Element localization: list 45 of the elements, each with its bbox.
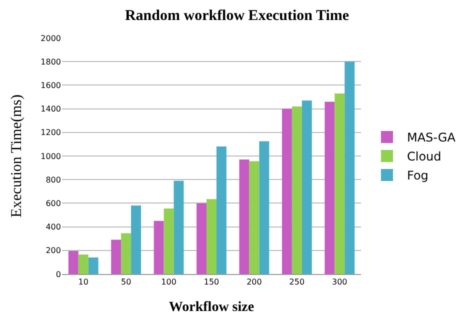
y-tick-label: 1000 bbox=[40, 152, 61, 161]
x-axis-title: Workflow size bbox=[168, 300, 254, 315]
bar bbox=[302, 100, 312, 274]
x-tick-label: 50 bbox=[120, 278, 132, 287]
y-tick-label: 400 bbox=[46, 222, 61, 232]
bar bbox=[282, 108, 292, 274]
legend-label: Cloud bbox=[406, 150, 442, 164]
y-tick-label: 0 bbox=[56, 270, 61, 279]
bar bbox=[216, 146, 226, 274]
bar bbox=[206, 199, 216, 274]
bar bbox=[88, 257, 98, 274]
bar bbox=[292, 106, 302, 274]
x-tick-label: 150 bbox=[204, 278, 220, 287]
y-tick-label: 800 bbox=[46, 175, 61, 184]
bar bbox=[334, 93, 345, 274]
bar bbox=[259, 141, 270, 274]
x-tick-label: 250 bbox=[289, 278, 305, 287]
bar bbox=[131, 206, 142, 274]
y-tick-label: 1200 bbox=[40, 128, 61, 138]
bar bbox=[111, 240, 122, 274]
bar bbox=[78, 254, 88, 274]
y-tick-label: 200 bbox=[46, 246, 61, 256]
chart-title: Random workflow Execution Time bbox=[124, 8, 350, 24]
y-axis-title: Execution Time(ms) bbox=[8, 94, 25, 218]
bar bbox=[68, 250, 78, 274]
x-tick-label: 300 bbox=[332, 278, 348, 287]
x-tick-label: 10 bbox=[78, 278, 88, 287]
legend-label: MAS-GA bbox=[406, 130, 456, 145]
bar bbox=[239, 160, 250, 274]
y-tick-label: 1800 bbox=[40, 57, 61, 66]
y-tick-label: 1600 bbox=[40, 81, 61, 90]
bar bbox=[121, 233, 132, 274]
bar bbox=[174, 180, 184, 274]
legend-label: Fog bbox=[406, 168, 428, 183]
bar bbox=[154, 220, 164, 274]
x-tick-label: 200 bbox=[246, 278, 262, 287]
bar bbox=[164, 208, 174, 274]
bar bbox=[196, 203, 207, 274]
y-tick-label: 2000 bbox=[40, 34, 61, 43]
bar bbox=[344, 62, 355, 274]
x-tick-label: 100 bbox=[161, 278, 176, 287]
y-tick-label: 600 bbox=[46, 199, 61, 208]
bar bbox=[324, 102, 335, 274]
bar bbox=[249, 161, 260, 274]
y-tick-label: 1400 bbox=[40, 104, 61, 114]
